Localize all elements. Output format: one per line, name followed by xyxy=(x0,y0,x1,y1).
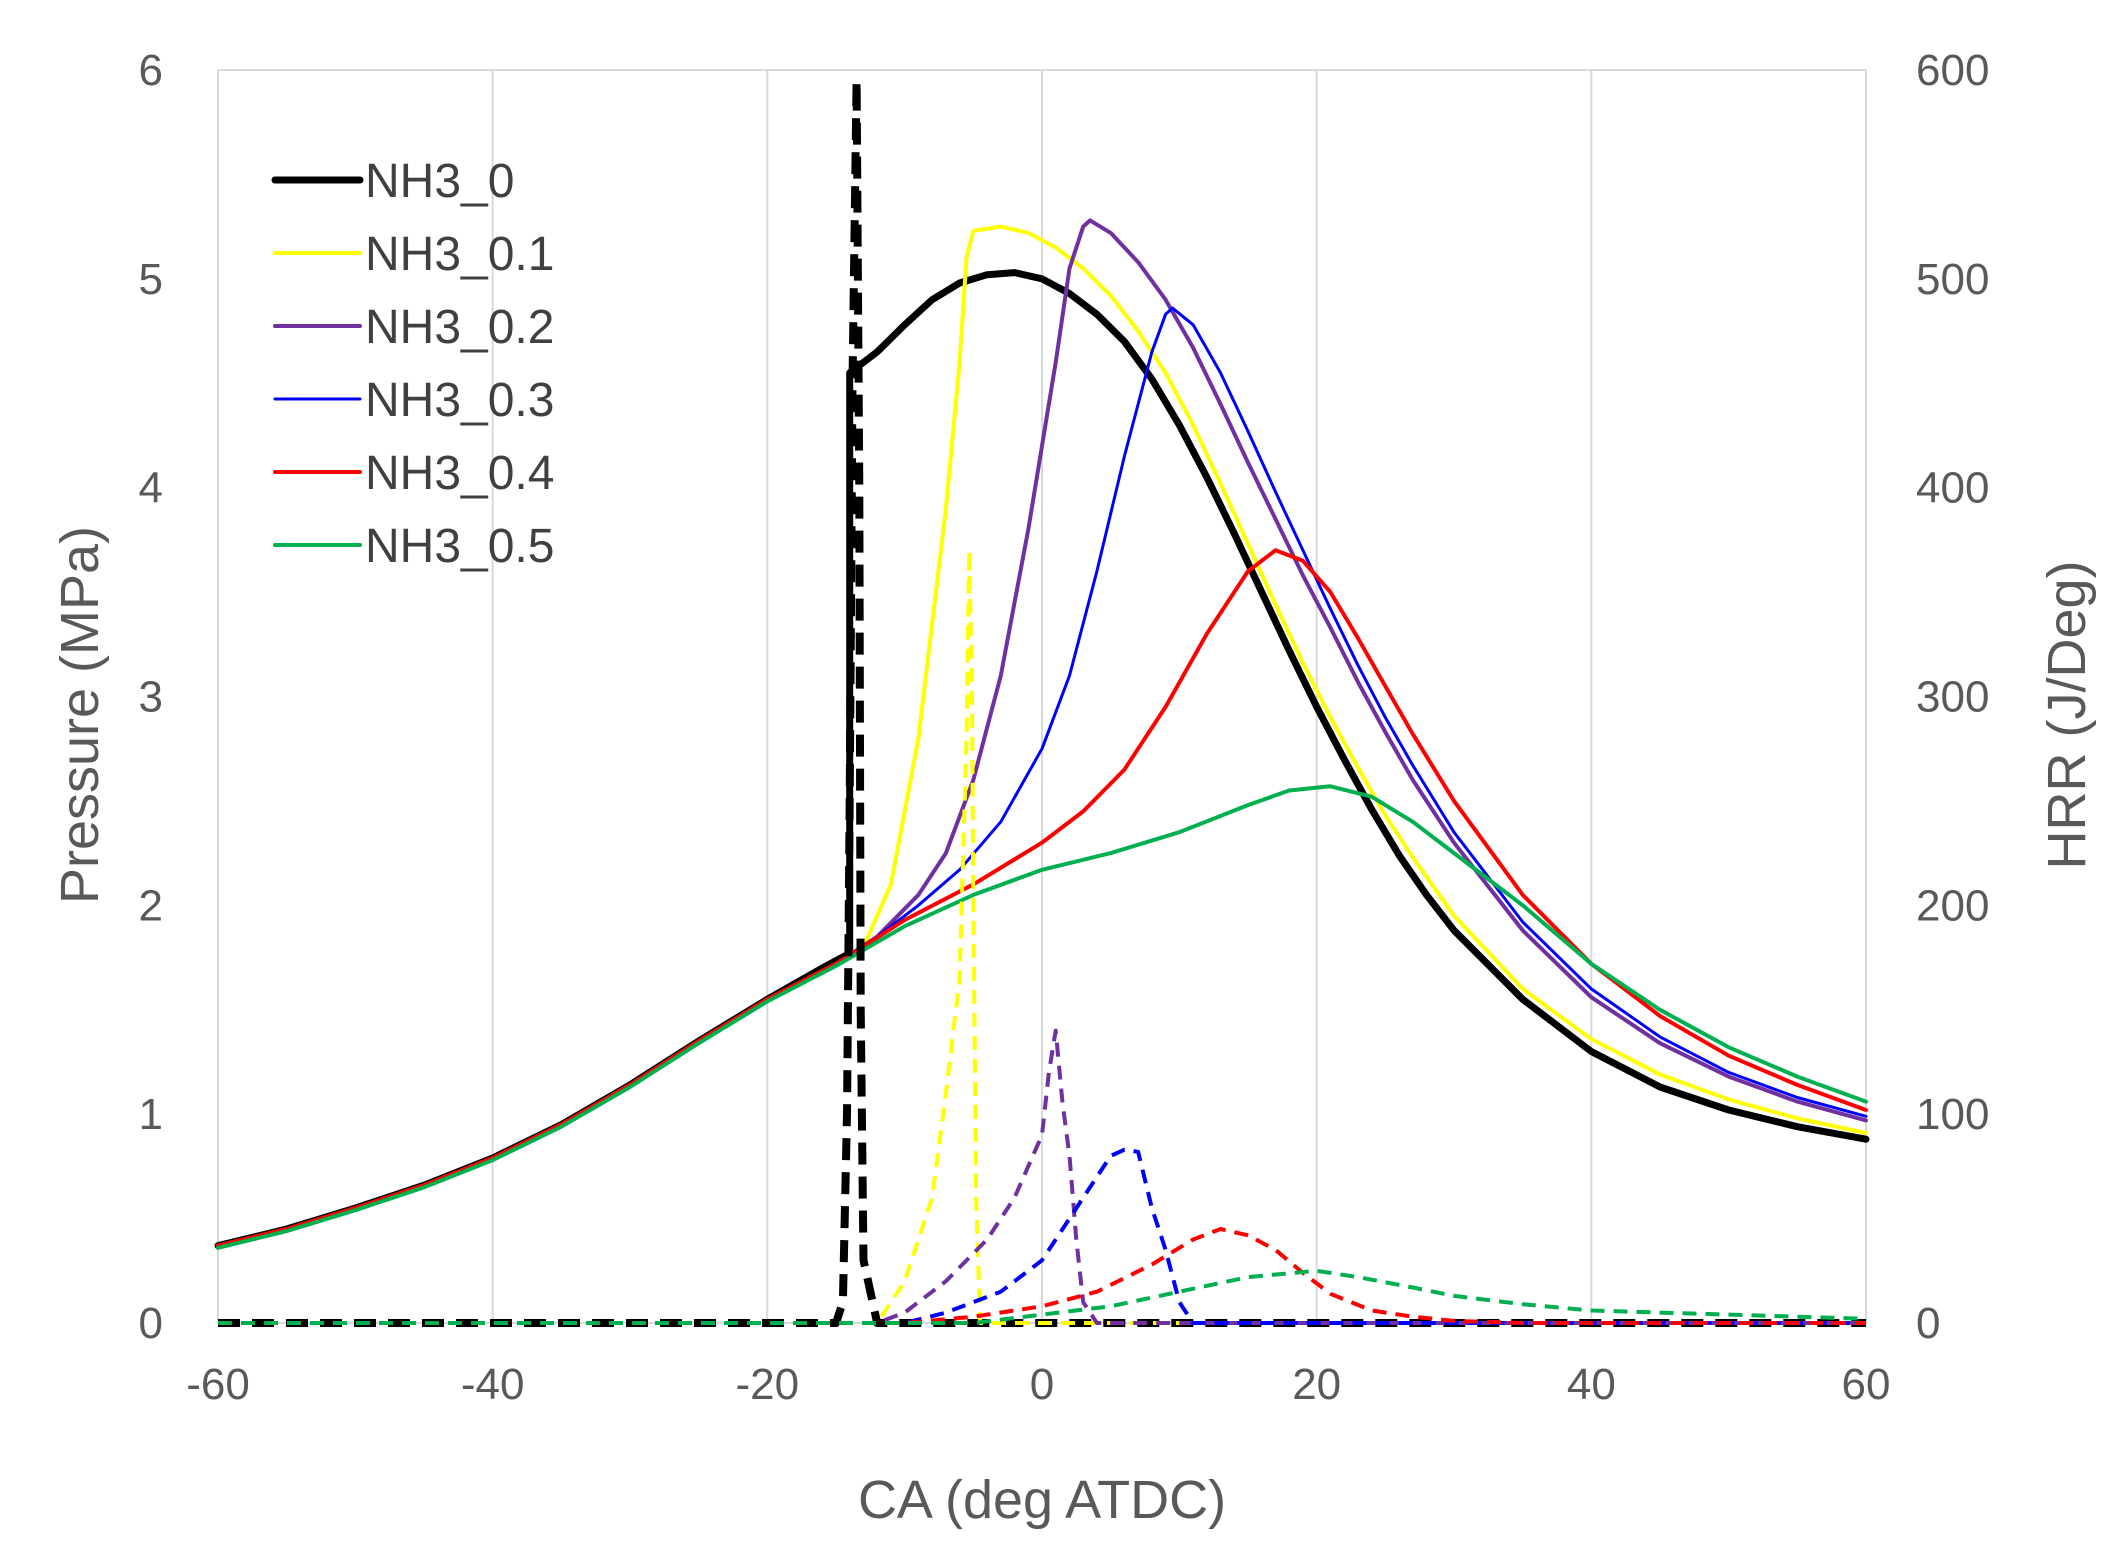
legend-label: NH3_0.2 xyxy=(365,301,554,354)
legend: NH3_0 NH3_0.1 NH3_0.2 NH3_0.3 NH3_0.4 NH3_0.5 xyxy=(271,155,554,573)
x-tick-label: 20 xyxy=(1292,1360,1341,1409)
y-tick-label: 1 xyxy=(139,1090,163,1139)
y2-tick-label: 200 xyxy=(1916,881,1989,930)
y-axis-title-pressure: Pressure (MPa) xyxy=(50,526,110,904)
series-line-nh3-0-5 xyxy=(216,784,1868,1250)
x-tick-label: 60 xyxy=(1842,1360,1891,1409)
y-tick-label: 0 xyxy=(139,1299,163,1348)
y-tick-label: 3 xyxy=(139,673,163,722)
y-tick-label: 6 xyxy=(139,46,163,95)
x-tick-label: -40 xyxy=(461,1360,525,1409)
series-line-nh3-0-4-hrr xyxy=(218,1227,1866,1325)
y2-tick-label: 500 xyxy=(1916,255,1989,304)
x-tick-label: 0 xyxy=(1030,1360,1054,1409)
x-tick-label: -20 xyxy=(736,1360,800,1409)
legend-label: NH3_0.1 xyxy=(365,228,554,281)
y2-tick-label: 0 xyxy=(1916,1299,1940,1348)
x-tick-label: -60 xyxy=(186,1360,250,1409)
series-group xyxy=(214,76,1870,1327)
legend-label: NH3_0.3 xyxy=(365,374,554,427)
legend-label: NH3_0.4 xyxy=(365,447,554,500)
legend-label: NH3_0 xyxy=(365,155,514,208)
y-tick-label: 4 xyxy=(139,464,163,513)
y2-tick-label: 600 xyxy=(1916,46,1989,95)
y2-tick-label: 400 xyxy=(1916,464,1989,513)
series-line-nh3-0-5-hrr xyxy=(218,1268,1867,1325)
y2-axis-title-hrr: HRR (J/Deg) xyxy=(2037,560,2097,869)
legend-label: NH3_0.5 xyxy=(365,520,554,573)
y-tick-label: 2 xyxy=(139,881,163,930)
series-line-nh3-0-hrr xyxy=(218,76,1866,1327)
y-tick-label: 5 xyxy=(139,255,163,304)
x-tick-label: 40 xyxy=(1567,1360,1616,1409)
y2-tick-label: 300 xyxy=(1916,673,1989,722)
x-axis-title: CA (deg ATDC) xyxy=(858,1470,1226,1530)
series-line-nh3-0-2-hrr xyxy=(218,1028,1866,1325)
series-line-nh3-0-1-hrr xyxy=(218,548,1866,1325)
y2-tick-label: 100 xyxy=(1916,1090,1989,1139)
series-line-nh3-0-3-hrr xyxy=(218,1147,1866,1325)
